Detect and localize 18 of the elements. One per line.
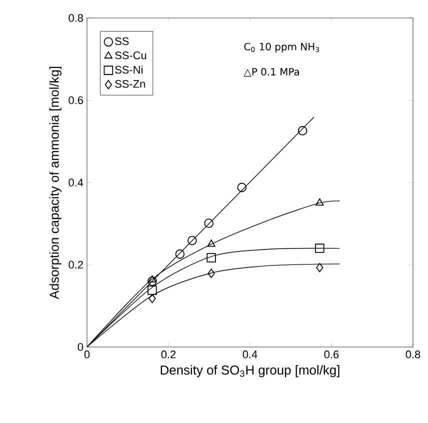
x-tick-label: 0.4 bbox=[242, 350, 258, 358]
x-tick-label: 0.6 bbox=[324, 350, 339, 358]
y-tick-label: 0.2 bbox=[68, 260, 83, 269]
x-tick-label: 0.2 bbox=[161, 350, 176, 358]
y-axis-title: Adsorption capacity of ammonia [mol/kg] bbox=[49, 66, 62, 300]
y-tick-label: 0.8 bbox=[68, 14, 83, 22]
x-tick-label: 0 bbox=[84, 350, 90, 358]
y-tick-label: 0 bbox=[78, 343, 84, 351]
legend-label: SS bbox=[115, 37, 129, 46]
annotation: △P 0.1 MPa bbox=[244, 68, 299, 77]
x-axis-title: Density of SO$_{3}$H group [mol/kg] bbox=[160, 365, 340, 378]
y-tick-label: 0.4 bbox=[68, 178, 84, 186]
legend-label: SS-Zn bbox=[115, 80, 145, 88]
legend-label: SS-Ni bbox=[115, 66, 142, 74]
legend-label: SS-Cu bbox=[115, 51, 146, 60]
y-tick-label: 0.6 bbox=[68, 96, 83, 104]
x-tick-label: 0.8 bbox=[406, 350, 420, 358]
annotation: C$_{0}$ 10 ppm NH$_{3}$ bbox=[244, 42, 319, 52]
